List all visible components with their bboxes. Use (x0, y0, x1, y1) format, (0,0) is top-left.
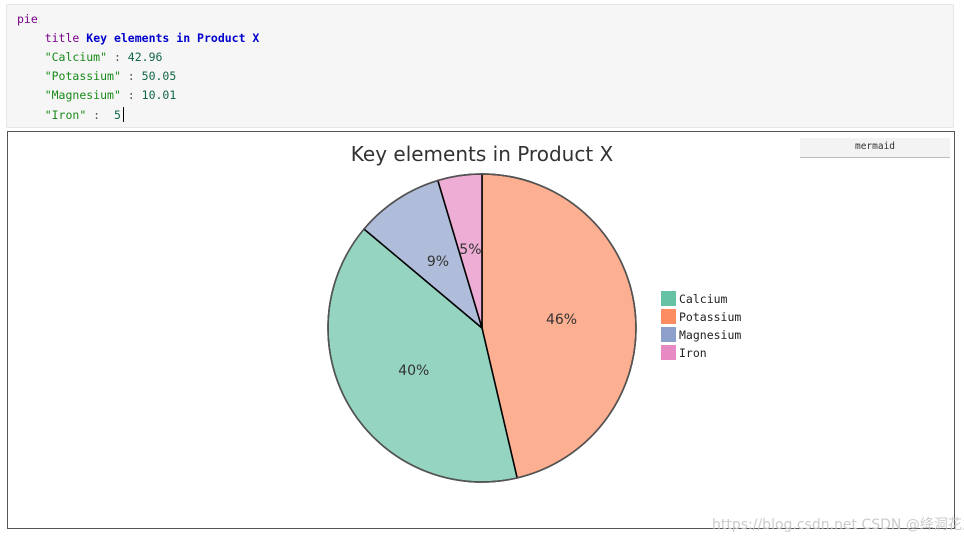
code-entry-sep: : (86, 108, 114, 122)
diagram-preview: mermaid Key elements in Product X 46% 40%… (7, 131, 955, 529)
code-entry-value: 42.96 (127, 50, 163, 64)
code-entry-value: 50.05 (141, 69, 177, 83)
code-line-3: "Calcium" : 42.96 (17, 50, 163, 64)
watermark: https://blog.csdn.net CSDN @绛洞花主敏明 (712, 517, 964, 533)
code-editor[interactable]: pie title Key elements in Product X "Cal… (6, 4, 954, 128)
code-keyword: pie (17, 12, 38, 26)
legend-swatch-magnesium (661, 327, 676, 342)
code-entry-label: "Calcium" (44, 50, 108, 64)
code-line-4: "Potassium" : 50.05 (17, 69, 177, 83)
pie-slice-labels: 46% 40% 9% 5% (398, 242, 577, 379)
code-line-5: "Magnesium" : 10.01 (17, 88, 177, 102)
text-cursor (122, 107, 124, 122)
mermaid-badge[interactable]: mermaid (800, 138, 950, 158)
legend-label-calcium: Calcium (679, 292, 728, 306)
chart-title: Key elements in Product X (351, 142, 614, 166)
code-title-text: Key elements in Product X (86, 31, 260, 45)
pie-chart: Key elements in Product X 46% 40% 9% 5% Cal… (327, 142, 741, 483)
code-title-keyword: title (44, 31, 80, 45)
slice-label-magnesium: 9% (427, 254, 449, 270)
code-entry-sep: : (120, 88, 142, 102)
slice-label-iron: 5% (459, 242, 481, 258)
code-entry-sep: : (107, 50, 128, 64)
code-entry-sep: : (120, 69, 142, 83)
code-line-6: "Iron" : 5 (17, 107, 124, 122)
legend-label-potassium: Potassium (679, 310, 741, 324)
code-line-1: pie (17, 12, 38, 26)
legend-label-magnesium: Magnesium (679, 328, 741, 342)
legend-swatch-potassium (661, 309, 676, 324)
legend-label-iron: Iron (679, 346, 707, 360)
chart-legend: Calcium Potassium Magnesium Iron (661, 291, 741, 360)
code-entry-label: "Iron" (44, 108, 87, 122)
slice-label-calcium: 40% (398, 363, 429, 379)
code-line-2: title Key elements in Product X (17, 31, 260, 45)
code-entry-value: 10.01 (141, 88, 177, 102)
code-entry-label: "Potassium" (44, 69, 121, 83)
legend-swatch-iron (661, 345, 676, 360)
pie-outline (327, 173, 637, 483)
code-entry-value: 5 (113, 108, 121, 122)
slice-label-potassium: 46% (546, 312, 577, 328)
legend-swatch-calcium (661, 291, 676, 306)
code-entry-label: "Magnesium" (44, 88, 121, 102)
pie-slices (327, 173, 637, 483)
